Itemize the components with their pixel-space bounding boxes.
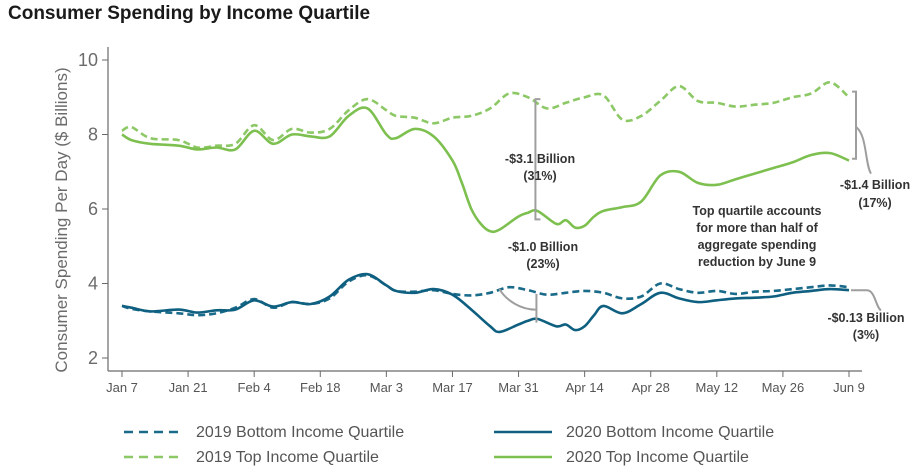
legend: 2019 Bottom Income Quartile 2020 Bottom I…: [124, 424, 774, 466]
annotation-line: (17%): [858, 196, 891, 210]
annotation-line: Top quartile accounts: [693, 204, 822, 218]
annotation: -$3.1 Billion (31%): [505, 152, 575, 183]
legend-label: 2019 Top Income Quartile: [196, 449, 379, 466]
annotation-line: -$1.0 Billion: [508, 240, 578, 254]
annotation-line: (23%): [526, 257, 559, 271]
x-tick-label: Jan 7: [106, 380, 138, 395]
annotation-line: reduction by June 9: [698, 255, 816, 269]
x-tick-label: May 12: [695, 380, 738, 395]
annotation-line: aggregate spending: [698, 238, 817, 252]
y-axis: 2 4 6 8 10: [78, 50, 108, 368]
series-line-2019-bottom-income-quartile: [121, 273, 850, 317]
x-tick-label: May 26: [762, 380, 805, 395]
annotation-line: -$1.4 Billion: [840, 178, 910, 192]
legend-label: 2020 Top Income Quartile: [566, 449, 749, 466]
legend-label: 2020 Bottom Income Quartile: [566, 424, 774, 441]
y-tick-label: 8: [88, 125, 98, 145]
legend-label: 2019 Bottom Income Quartile: [196, 424, 404, 441]
x-tick-label: Mar 31: [498, 380, 538, 395]
x-tick-label: Jan 21: [169, 380, 208, 395]
chart-title: Consumer Spending by Income Quartile: [8, 3, 371, 24]
series-line-2020-top-income-quartile: [121, 106, 850, 234]
series-line-2019-top-income-quartile: [121, 81, 850, 150]
y-tick-label: 6: [88, 199, 98, 219]
leader-bottom-jun9: [851, 289, 882, 312]
x-tick-label: Jun 9: [833, 380, 865, 395]
y-tick-label: 10: [78, 50, 98, 70]
x-axis: Jan 7 Jan 21 Feb 4 Feb 18 Mar 3 Mar 17 Mar 31 A…: [106, 371, 865, 395]
annotation: -$1.4 Billion (17%): [840, 178, 910, 210]
y-axis-label: Consumer Spending Per Day ($ Billions): [52, 67, 71, 372]
leader-bottom-apr14: [498, 288, 536, 311]
bracket-layer: [498, 90, 882, 323]
bracket-top-apr14: [534, 98, 541, 221]
x-tick-label: Apr 28: [632, 380, 670, 395]
annotation-line: (3%): [853, 328, 879, 342]
series-layer: [121, 81, 850, 334]
series-line-2020-bottom-income-quartile: [121, 272, 850, 334]
x-tick-label: Mar 17: [432, 380, 472, 395]
leader-top-jun9: [855, 126, 872, 175]
annotation: Top quartile accounts for more than half …: [693, 204, 822, 269]
bracket-top-jun9: [852, 90, 857, 160]
x-tick-label: Feb 18: [300, 380, 340, 395]
annotation-line: (31%): [523, 169, 556, 183]
annotation-line: -$0.13 Billion: [827, 311, 904, 325]
annotation: -$0.13 Billion (3%): [827, 311, 904, 342]
annotation-line: for more than half of: [696, 221, 818, 235]
x-tick-label: Mar 3: [370, 380, 403, 395]
x-tick-label: Apr 14: [565, 380, 603, 395]
y-tick-label: 4: [88, 274, 98, 294]
annotation: -$1.0 Billion (23%): [508, 240, 578, 271]
y-tick-label: 2: [88, 348, 98, 368]
x-tick-label: Feb 4: [238, 380, 271, 395]
annotation-line: -$3.1 Billion: [505, 152, 575, 166]
annotation-layer: -$3.1 Billion (31%)-$1.0 Billion (23%)-$1.…: [505, 152, 910, 342]
